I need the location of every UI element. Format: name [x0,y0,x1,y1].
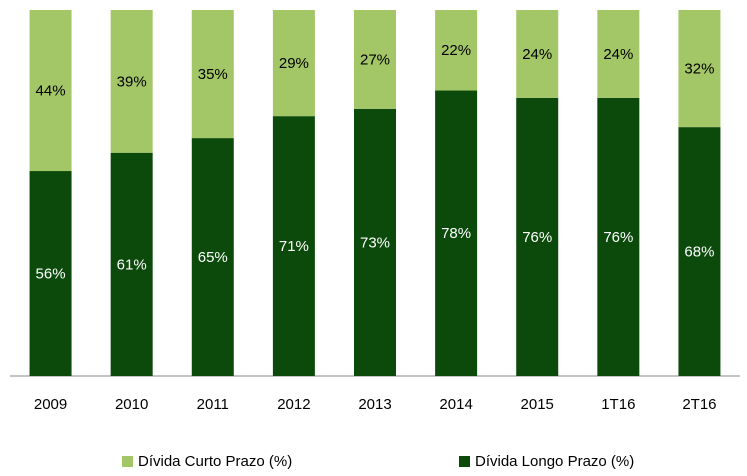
data-label: 65% [198,249,228,266]
data-label: 73% [360,234,390,251]
x-tick-label: 2015 [521,396,554,413]
data-label: 61% [117,256,147,273]
bar-segment [29,10,72,172]
bar-segment [110,10,153,153]
data-label: 71% [279,238,309,255]
data-label: 27% [360,51,390,68]
data-label: 78% [441,225,471,242]
x-tick-label: 2T16 [682,396,716,413]
x-tick-label: 2010 [115,396,148,413]
bar-segment [597,10,640,98]
x-tick-label: 2012 [277,396,310,413]
legend-label: Dívida Longo Prazo (%) [475,453,634,470]
data-label: 39% [117,73,147,90]
legend-swatch [459,456,470,467]
data-label: 24% [522,46,552,63]
bar-segment [354,108,396,376]
bar-segment [29,171,72,376]
bar-segment [191,138,234,376]
bar-segment [435,10,478,91]
data-label: 68% [684,244,714,261]
data-label: 56% [36,265,66,282]
bar-segment [272,10,315,117]
data-label: 76% [603,229,633,246]
data-label: 76% [522,229,552,246]
bar-segment [597,97,640,376]
data-label: 24% [603,46,633,63]
legend-swatch [122,456,133,467]
bar-segment [678,127,721,377]
x-tick-label: 2009 [34,396,67,413]
data-label: 32% [684,61,714,78]
legend-label: Dívida Curto Prazo (%) [138,453,292,470]
bar-segment [435,90,478,377]
x-tick-label: 2014 [439,396,472,413]
x-tick-label: 2011 [197,396,229,413]
bar-segment [272,116,315,376]
data-label: 22% [441,42,471,59]
bar-segment [516,10,559,98]
bar-segment [110,152,153,376]
x-tick-label: 1T16 [601,396,635,413]
x-tick-label: 2013 [358,396,391,413]
bar-segment [678,10,721,128]
bar-segment [354,10,396,109]
data-label: 44% [36,82,66,99]
data-label: 29% [279,55,309,72]
bar-segment [516,97,559,376]
bar-segment [191,10,234,139]
data-label: 35% [198,66,228,83]
